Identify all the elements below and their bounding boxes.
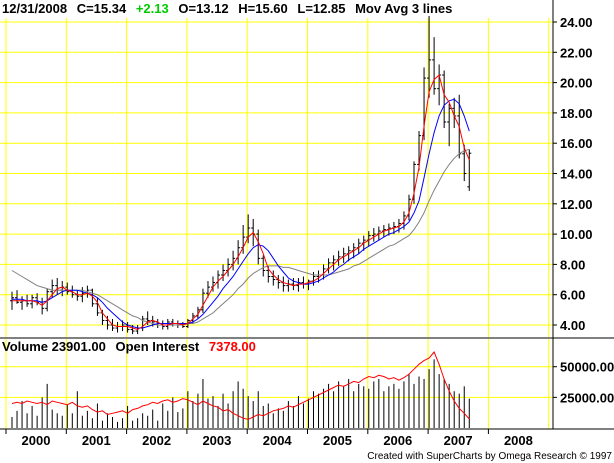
ohlc-bar [442,70,447,129]
x-tick-label: 2005 [323,433,352,448]
ohlc-bar [261,255,266,277]
x-tick-label: 2007 [444,433,473,448]
x-tick-label: 2001 [82,433,111,448]
price-tick-label: 14.00 [560,167,593,182]
price-tick-label: 6.00 [560,288,585,303]
header-close: C=15.34 [77,1,127,16]
price-tick-label: 22.00 [560,45,593,60]
price-header: 12/31/2008 C=15.34 +2.13 O=13.12 H=15.60… [2,1,452,16]
x-tick-label: 2002 [142,433,171,448]
ma-fast-line [12,74,470,331]
ohlc-bar [447,103,452,147]
x-tick-label: 2006 [383,433,412,448]
moving-averages [11,74,470,331]
ohlc-bar [145,311,150,325]
header-open: O=13.12 [178,1,228,16]
price-tick-label: 24.00 [560,15,593,30]
header-indicator: Mov Avg 3 lines [355,1,452,16]
price-tick-label: 8.00 [560,257,585,272]
ohlc-bar [432,37,437,95]
open-interest-polyline [11,351,470,420]
ohlc-bar [427,15,432,98]
header-low: L=12.85 [297,1,345,16]
x-tick-label: 2008 [504,433,533,448]
header-high: H=15.60 [238,1,288,16]
ohlc-bar [90,288,95,307]
header-change: +2.13 [136,1,169,16]
price-tick-label: 18.00 [560,106,593,121]
volume-grid [0,339,553,429]
ohlc-bar [467,149,472,191]
volume-label: Volume 23901.00 [2,339,106,354]
x-axis: 2000 2001 2002 2003 2004 2005 2006 2007 2008 [5,429,533,448]
ohlc-bar [65,282,70,295]
price-tick-label: 20.00 [560,76,593,91]
ma-slow-line [11,148,470,326]
ohlc-bar [371,228,376,242]
price-tick-label: 16.00 [560,136,593,151]
open-interest-label: Open Interest [115,339,199,354]
price-tick-label: 10.00 [560,227,593,242]
ohlc-bar [15,290,20,304]
ohlc-bar [271,270,276,286]
ohlc-bar [165,318,170,330]
volume-y-axis: 25000.00 50000.00 [553,360,614,405]
open-interest-value: 7378.00 [209,339,256,354]
credit-text: Created with SuperCharts by Omega Resear… [367,451,612,462]
ohlc-bar [256,229,261,265]
ohlc-bar [331,255,336,271]
open-interest-line [11,351,470,420]
ohlc-bar [200,288,205,313]
price-grid [0,18,553,337]
volume-tick-label: 25000.00 [560,390,614,405]
ohlc-bar [205,281,210,298]
x-tick-label: 2000 [22,433,51,448]
ohlc-bar [30,294,35,309]
price-tick-label: 4.00 [560,318,585,333]
volume-bars [11,359,470,428]
ohlc-bar [45,288,50,312]
price-tick-label: 12.00 [560,197,593,212]
price-y-axis: 4.00 6.00 8.00 10.00 12.00 14.00 16.00 18.00 20.… [553,15,593,333]
ohlc-bar [221,264,226,282]
header-date: 12/31/2008 [2,1,67,16]
ohlc-bar [95,297,100,316]
volume-tick-label: 50000.00 [560,360,614,375]
volume-header: Volume 23901.00 Open Interest 7378.00 [2,339,256,354]
x-tick-label: 2004 [263,433,293,448]
x-tick-label: 2003 [202,433,231,448]
